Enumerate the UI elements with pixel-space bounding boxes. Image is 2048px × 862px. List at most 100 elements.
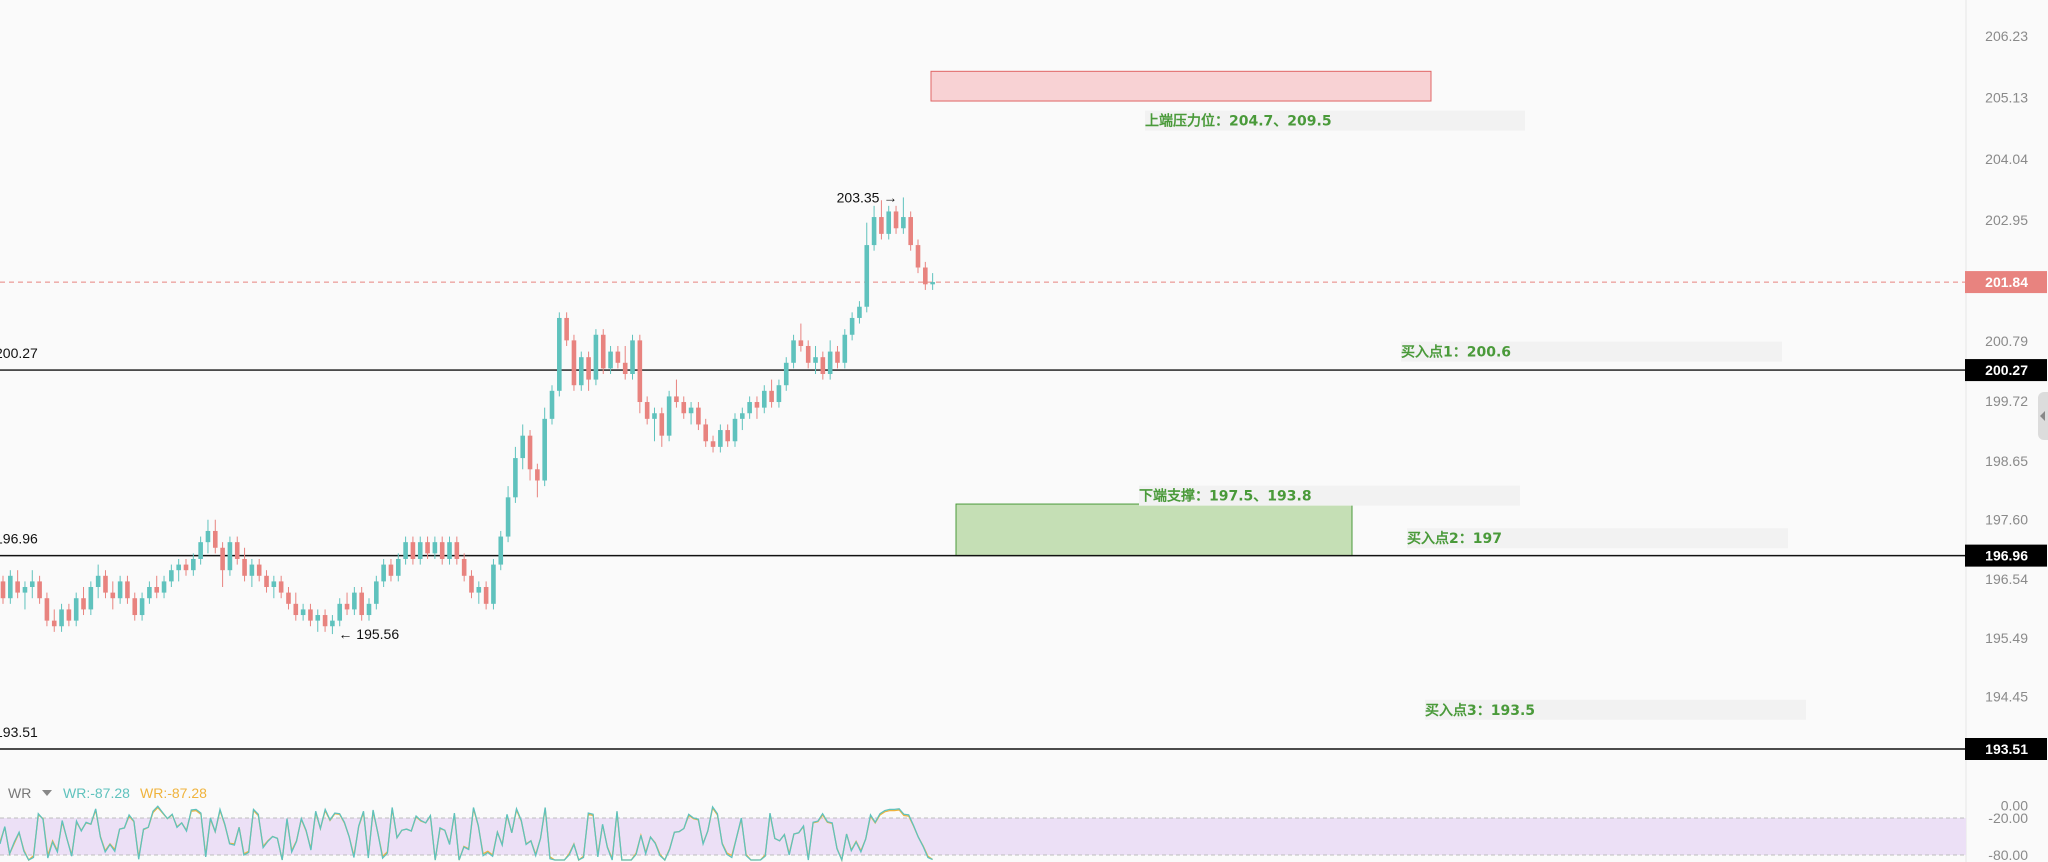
candle-body (608, 351, 613, 369)
candle-body (593, 334, 599, 380)
candle (103, 570, 108, 599)
candle-body (901, 217, 906, 229)
candle (374, 575, 379, 610)
candle-body (696, 407, 701, 425)
candle-body (571, 340, 577, 386)
annotation-label: 上端压力位：204.7、209.5 (1145, 113, 1332, 130)
candle-body (8, 575, 13, 599)
candle (630, 334, 635, 380)
candle-body (644, 402, 650, 419)
annotation-background (1139, 485, 1520, 506)
candle (73, 592, 79, 627)
candle (622, 345, 628, 380)
candle (95, 564, 101, 599)
candle (593, 329, 599, 386)
candle-body (718, 430, 723, 447)
candle-body (51, 620, 57, 627)
candle-body (871, 217, 877, 246)
candle (15, 570, 20, 599)
candle (813, 345, 818, 375)
candle-body (330, 620, 335, 627)
candle (769, 379, 774, 408)
candle (161, 575, 167, 599)
candle (139, 592, 145, 621)
candle-body (22, 587, 28, 593)
candle-body (439, 542, 445, 559)
side-panel-handle[interactable] (2038, 392, 2048, 440)
candle-body (513, 458, 518, 498)
candle-body (212, 530, 218, 548)
candle-body (791, 340, 796, 363)
candle (191, 553, 196, 576)
candle-body (278, 581, 284, 593)
y-tick-label: 200.79 (1985, 333, 2028, 349)
candle-body (242, 558, 247, 576)
candle-body (256, 564, 262, 576)
candle (256, 558, 262, 582)
candle (388, 558, 394, 582)
candle (315, 609, 321, 632)
candle-body (59, 609, 64, 627)
candle-body (842, 334, 848, 363)
axis-price-badge-label: 193.51 (1985, 741, 2028, 757)
candle (66, 603, 72, 627)
candle-body (432, 542, 438, 554)
candle-body (132, 598, 138, 616)
candle (293, 592, 299, 621)
candle (842, 329, 848, 369)
candle-body (864, 245, 870, 307)
candle-body (469, 575, 474, 593)
candle (59, 603, 64, 632)
candle (718, 424, 723, 453)
candle (410, 536, 416, 565)
y-tick-label: 204.04 (1985, 151, 2028, 167)
axis-price-badge (1965, 359, 2047, 382)
candle (44, 592, 50, 627)
candle-body (637, 340, 643, 403)
candle-body (886, 211, 892, 234)
annotation-label: 买入点1：200.6 (1401, 344, 1511, 361)
candle-body (652, 413, 657, 419)
candle (674, 379, 679, 408)
support-zone (955, 503, 1353, 557)
axis-price-badge (1965, 738, 2047, 760)
level-line-label: 193.51 (0, 724, 38, 740)
candle (696, 402, 701, 431)
candle-body (388, 564, 394, 576)
wr-band (0, 818, 1966, 855)
candle (505, 486, 511, 543)
candle-body (476, 587, 482, 593)
candle-body (374, 581, 379, 604)
candle (271, 575, 277, 599)
candle (571, 334, 577, 391)
candle-body (344, 603, 350, 610)
candle-body (88, 587, 94, 610)
candle (886, 205, 892, 240)
candle (754, 396, 760, 419)
candle (915, 239, 921, 274)
candle-body (761, 390, 767, 408)
candle-body (366, 603, 372, 616)
y-tick-label: 198.65 (1985, 453, 2028, 469)
candle (125, 575, 130, 604)
candle (278, 575, 284, 599)
candle-body (322, 615, 328, 627)
candle-body (820, 357, 826, 375)
candle (901, 197, 906, 234)
candle-body (725, 430, 730, 442)
candle (608, 345, 613, 375)
wr-tick-label: -80.00 (1988, 847, 2028, 862)
candle (791, 334, 796, 369)
candle-body (227, 542, 233, 571)
wr-value-1: WR:-87.28 (63, 785, 130, 801)
candle (732, 413, 738, 447)
candle-body (315, 615, 321, 621)
level-line-label: 196.96 (0, 531, 38, 547)
candle-body (483, 587, 489, 604)
candle-body (29, 581, 35, 588)
candle (300, 603, 306, 621)
candle-body (110, 592, 116, 599)
candle-body (395, 558, 401, 576)
annotation-label: 买入点3：193.5 (1425, 702, 1535, 719)
